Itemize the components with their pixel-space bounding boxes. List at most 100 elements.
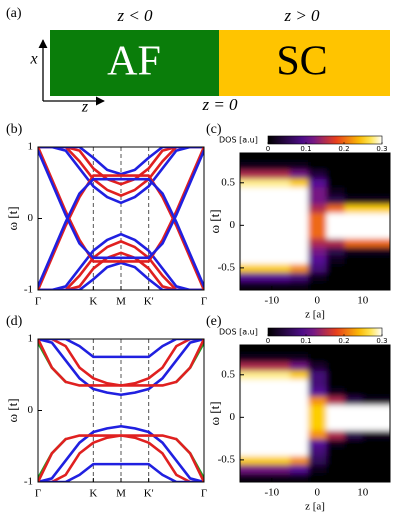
heatmap-cell [308,195,327,205]
heatmap-cell [308,455,327,465]
heatmap-cell [271,430,291,440]
axes-frame [239,344,391,483]
heatmap-cell [326,379,346,389]
panel-label: (a) [6,6,22,21]
heatmap-cell [308,430,327,440]
interface-label: z = 0 [201,95,238,114]
af-label: AF [107,39,161,85]
band-line [38,147,204,176]
heatmap-cell [253,345,273,355]
heatmap-cell [271,246,291,256]
heatmap-cell [362,255,382,265]
heatmap-cell [271,272,291,282]
axes-frame [239,152,391,291]
y-axis-label: ω [t] [207,209,222,233]
heatmap-cell [253,464,273,474]
heatmap-cell [344,161,364,171]
heatmap-cell [271,221,291,231]
band-line [38,434,204,482]
heatmap-cell [253,353,273,363]
heatmap-cell [271,195,291,205]
band-line [38,147,204,263]
heatmap-cell [240,204,255,214]
heatmap-cell [290,379,309,389]
x-tick-label: K [89,296,97,308]
heatmap-cell [253,229,273,239]
x-tick-label: M [116,296,126,308]
heatmap-cell [290,362,309,372]
heatmap-cell [290,472,309,482]
heatmap-cell [271,161,291,171]
heatmap-cell [253,238,273,248]
band-line [38,424,204,482]
heatmap-cell [344,362,364,372]
heatmap-cell [344,370,364,380]
heatmap-cell [240,447,255,457]
heatmap-cell [240,413,255,423]
heatmap-cell [271,353,291,363]
heatmap-cell [271,178,291,188]
heatmap-cell [253,246,273,256]
colorbar-tick-label: 0.2 [338,145,349,153]
heatmap-cell [290,272,309,282]
heatmap-cell [362,345,382,355]
y-tick-label: 0 [230,411,236,423]
heatmap-cell [362,212,382,222]
heatmap-cell [308,272,327,282]
heatmap-cell [308,229,327,239]
heatmap-cell [326,229,346,239]
heatmap-cell [290,255,309,265]
heatmap-cell [344,413,364,423]
band-line [38,240,204,290]
heatmap-cell [326,195,346,205]
heatmap-cell [362,153,382,163]
heatmap-cell [308,379,327,389]
heatmap-cell [253,421,273,431]
heatmap-cell [344,345,364,355]
heatmap-cell [362,263,382,273]
heatmap-cell [290,438,309,448]
heatmap-cell [271,212,291,222]
heatmap-cell [344,438,364,448]
heatmap-cell [271,472,291,482]
heatmap-cell [326,221,346,231]
heatmap-cell [362,238,382,248]
heatmap-cell [344,387,364,397]
heatmap-cell [240,362,255,372]
heatmap-cell [326,272,346,282]
heatmap-cell [308,280,327,290]
heatmap-cell [253,212,273,222]
heatmap-cell [271,255,291,265]
heatmap-cell [308,472,327,482]
heatmap-cell [344,170,364,180]
y-tick-label: -1 [24,476,33,488]
heatmap-cell [240,255,255,265]
heatmap-cell [240,178,255,188]
heatmap-cell [380,362,390,372]
heatmap-cell [290,170,309,180]
heatmap-cell [326,353,346,363]
heatmap-cell [344,229,364,239]
heatmap-cell [326,161,346,171]
heatmap-cells [240,153,390,290]
heatmap-cell [271,464,291,474]
y-tick-label: -1 [24,284,33,296]
heatmap-cell [362,404,382,414]
heatmap-cell [362,379,382,389]
heatmap-cell [271,153,291,163]
heatmap-cell [253,195,273,205]
heatmap-cell [344,396,364,406]
heatmap-cell [380,229,390,239]
colorbar-tick-label: 0.3 [376,145,387,153]
heatmap-cell [290,455,309,465]
heatmap-cell [344,404,364,414]
heatmap-cell [362,353,382,363]
heatmap-cell [240,455,255,465]
y-tick-label: 0 [28,404,34,416]
x-tick-label: Γ [35,296,41,308]
heatmap-cell [253,255,273,265]
panel-label: (c) [206,122,222,137]
heatmap-cell [362,438,382,448]
heatmap-cell [290,221,309,231]
colorbar-tick-label: 0.1 [300,145,311,153]
